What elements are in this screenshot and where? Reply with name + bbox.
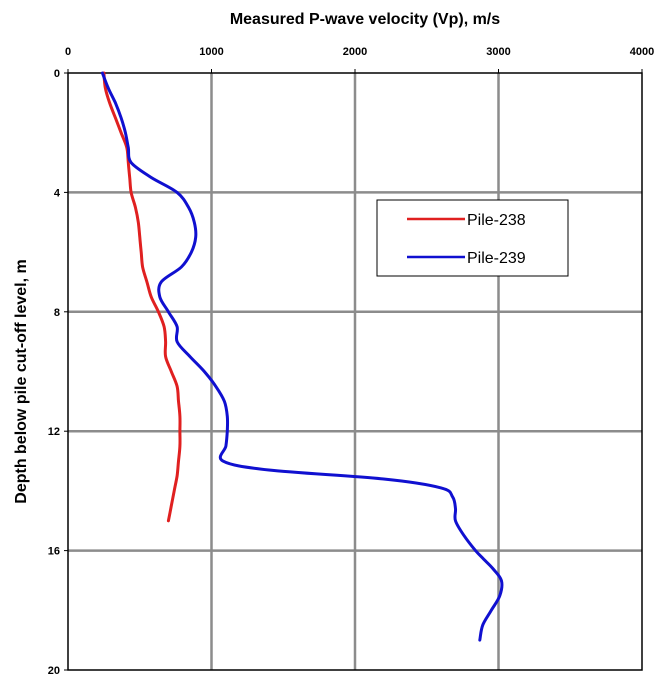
y-tick-label: 4 [54,187,61,199]
legend-label-pile-238: Pile-238 [467,212,526,229]
legend: Pile-238 Pile-239 [376,199,569,277]
x-tick-label: 0 [65,46,71,58]
y-tick-label: 16 [48,546,60,558]
y-tick-label: 12 [48,426,60,438]
y-tick-label: 0 [54,68,60,80]
legend-label-pile-239: Pile-239 [467,250,526,267]
y-axis-title: Depth below pile cut-off level, m [13,259,30,503]
legend-box [376,199,569,277]
x-axis-title: Measured P-wave velocity (Vp), m/s [230,11,500,28]
y-tick-label: 8 [54,307,60,319]
x-tick-labels: 0 1000 2000 3000 4000 [65,46,654,73]
y-tick-labels: 0 4 8 12 16 20 [48,68,68,677]
y-tick-label: 20 [48,665,60,677]
x-tick-label: 1000 [199,46,223,58]
series-line-pile-238 [102,71,182,523]
x-tick-label: 3000 [486,46,510,58]
series-group [100,71,504,642]
x-tick-label: 4000 [630,46,654,58]
grid [68,73,642,670]
series-line-pile-239 [100,71,504,642]
x-tick-label: 2000 [343,46,367,58]
